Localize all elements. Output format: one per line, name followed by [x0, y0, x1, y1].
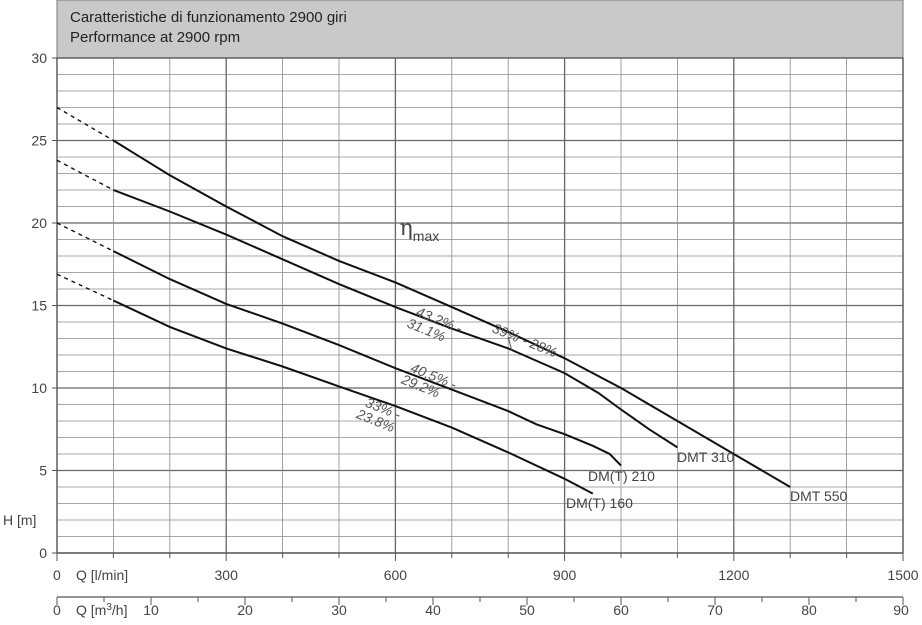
- curve-dashed-extension: [56, 273, 114, 302]
- grid: [56, 57, 904, 554]
- performance-curve: [113, 189, 678, 449]
- x-tick-label-m3h: 40: [425, 602, 441, 618]
- y-tick-label: 30: [31, 50, 47, 66]
- x-axis-m3h-label-sup: 3: [106, 602, 112, 613]
- x-tick-label-lpm: 900: [553, 567, 577, 583]
- x-tick-label-m3h: 30: [331, 602, 347, 618]
- x-tick-label-lpm: 600: [384, 567, 408, 583]
- chart-title-line-2: Performance at 2900 rpm: [70, 29, 240, 46]
- x-axis-lpm-label: Q [l/min]: [76, 567, 128, 583]
- x-axis-m3h-label: Q [m3/h]: [76, 602, 127, 619]
- y-tick-label: 15: [31, 298, 47, 314]
- eta-symbol: η: [400, 216, 413, 241]
- x-tick-label-m3h: 50: [519, 602, 535, 618]
- x-tick-label-lpm: 1200: [718, 567, 749, 583]
- x-tick-label-lpm: 0: [53, 567, 61, 583]
- curve-dashed-extension: [56, 222, 114, 252]
- curve-end-label: DM(T) 210: [588, 468, 655, 484]
- x-tick-label-m3h: 70: [707, 602, 723, 618]
- performance-curve: [112, 139, 791, 488]
- performance-curve: [112, 299, 594, 495]
- x-tick-label-lpm: 300: [215, 567, 239, 583]
- efficiency-label-line: 39% - 28%: [490, 320, 559, 360]
- x-tick-label-m3h: 90: [893, 602, 909, 618]
- x-tick-label-lpm: 1500: [887, 567, 918, 583]
- curve-end-label: DMT 310: [677, 449, 735, 465]
- eta-subscript: max: [413, 228, 439, 244]
- efficiency-leader: [507, 336, 513, 351]
- curves: [56, 106, 791, 495]
- curve-dashed-extension: [56, 106, 114, 142]
- x-tick-label-m3h: 80: [801, 602, 817, 618]
- curve-end-label: DMT 550: [790, 488, 848, 504]
- eta-max-label: ηmax: [400, 216, 440, 244]
- x-tick-label-m3h: 20: [237, 602, 253, 618]
- y-tick-label: 10: [31, 380, 47, 396]
- title-box: Caratteristiche di funzionamento 2900 gi…: [56, 0, 904, 59]
- y-axis-label: H [m]: [3, 512, 36, 528]
- x-tick-label-m3h: 10: [143, 602, 159, 618]
- y-tick-label: 25: [31, 133, 47, 149]
- x-axis-m3h-label-prefix: Q [m: [76, 602, 106, 618]
- performance-curve: [112, 250, 622, 467]
- x-tick-label-m3h: 0: [53, 602, 61, 618]
- y-tick-label: 5: [39, 463, 47, 479]
- curve-dashed-extension: [56, 159, 114, 191]
- x-axis-m3h-label-suffix: /h]: [112, 602, 128, 618]
- chart-title-line-1: Caratteristiche di funzionamento 2900 gi…: [70, 9, 347, 26]
- y-tick-label: 0: [39, 545, 47, 561]
- efficiency-label: 39% - 28%: [490, 320, 559, 360]
- efficiency-label: 40.5% -29.2%: [398, 359, 459, 400]
- title-background: [56, 0, 904, 59]
- curve-end-label: DM(T) 160: [566, 495, 633, 511]
- y-tick-label: 20: [31, 215, 47, 231]
- x-tick-label-m3h: 60: [613, 602, 629, 618]
